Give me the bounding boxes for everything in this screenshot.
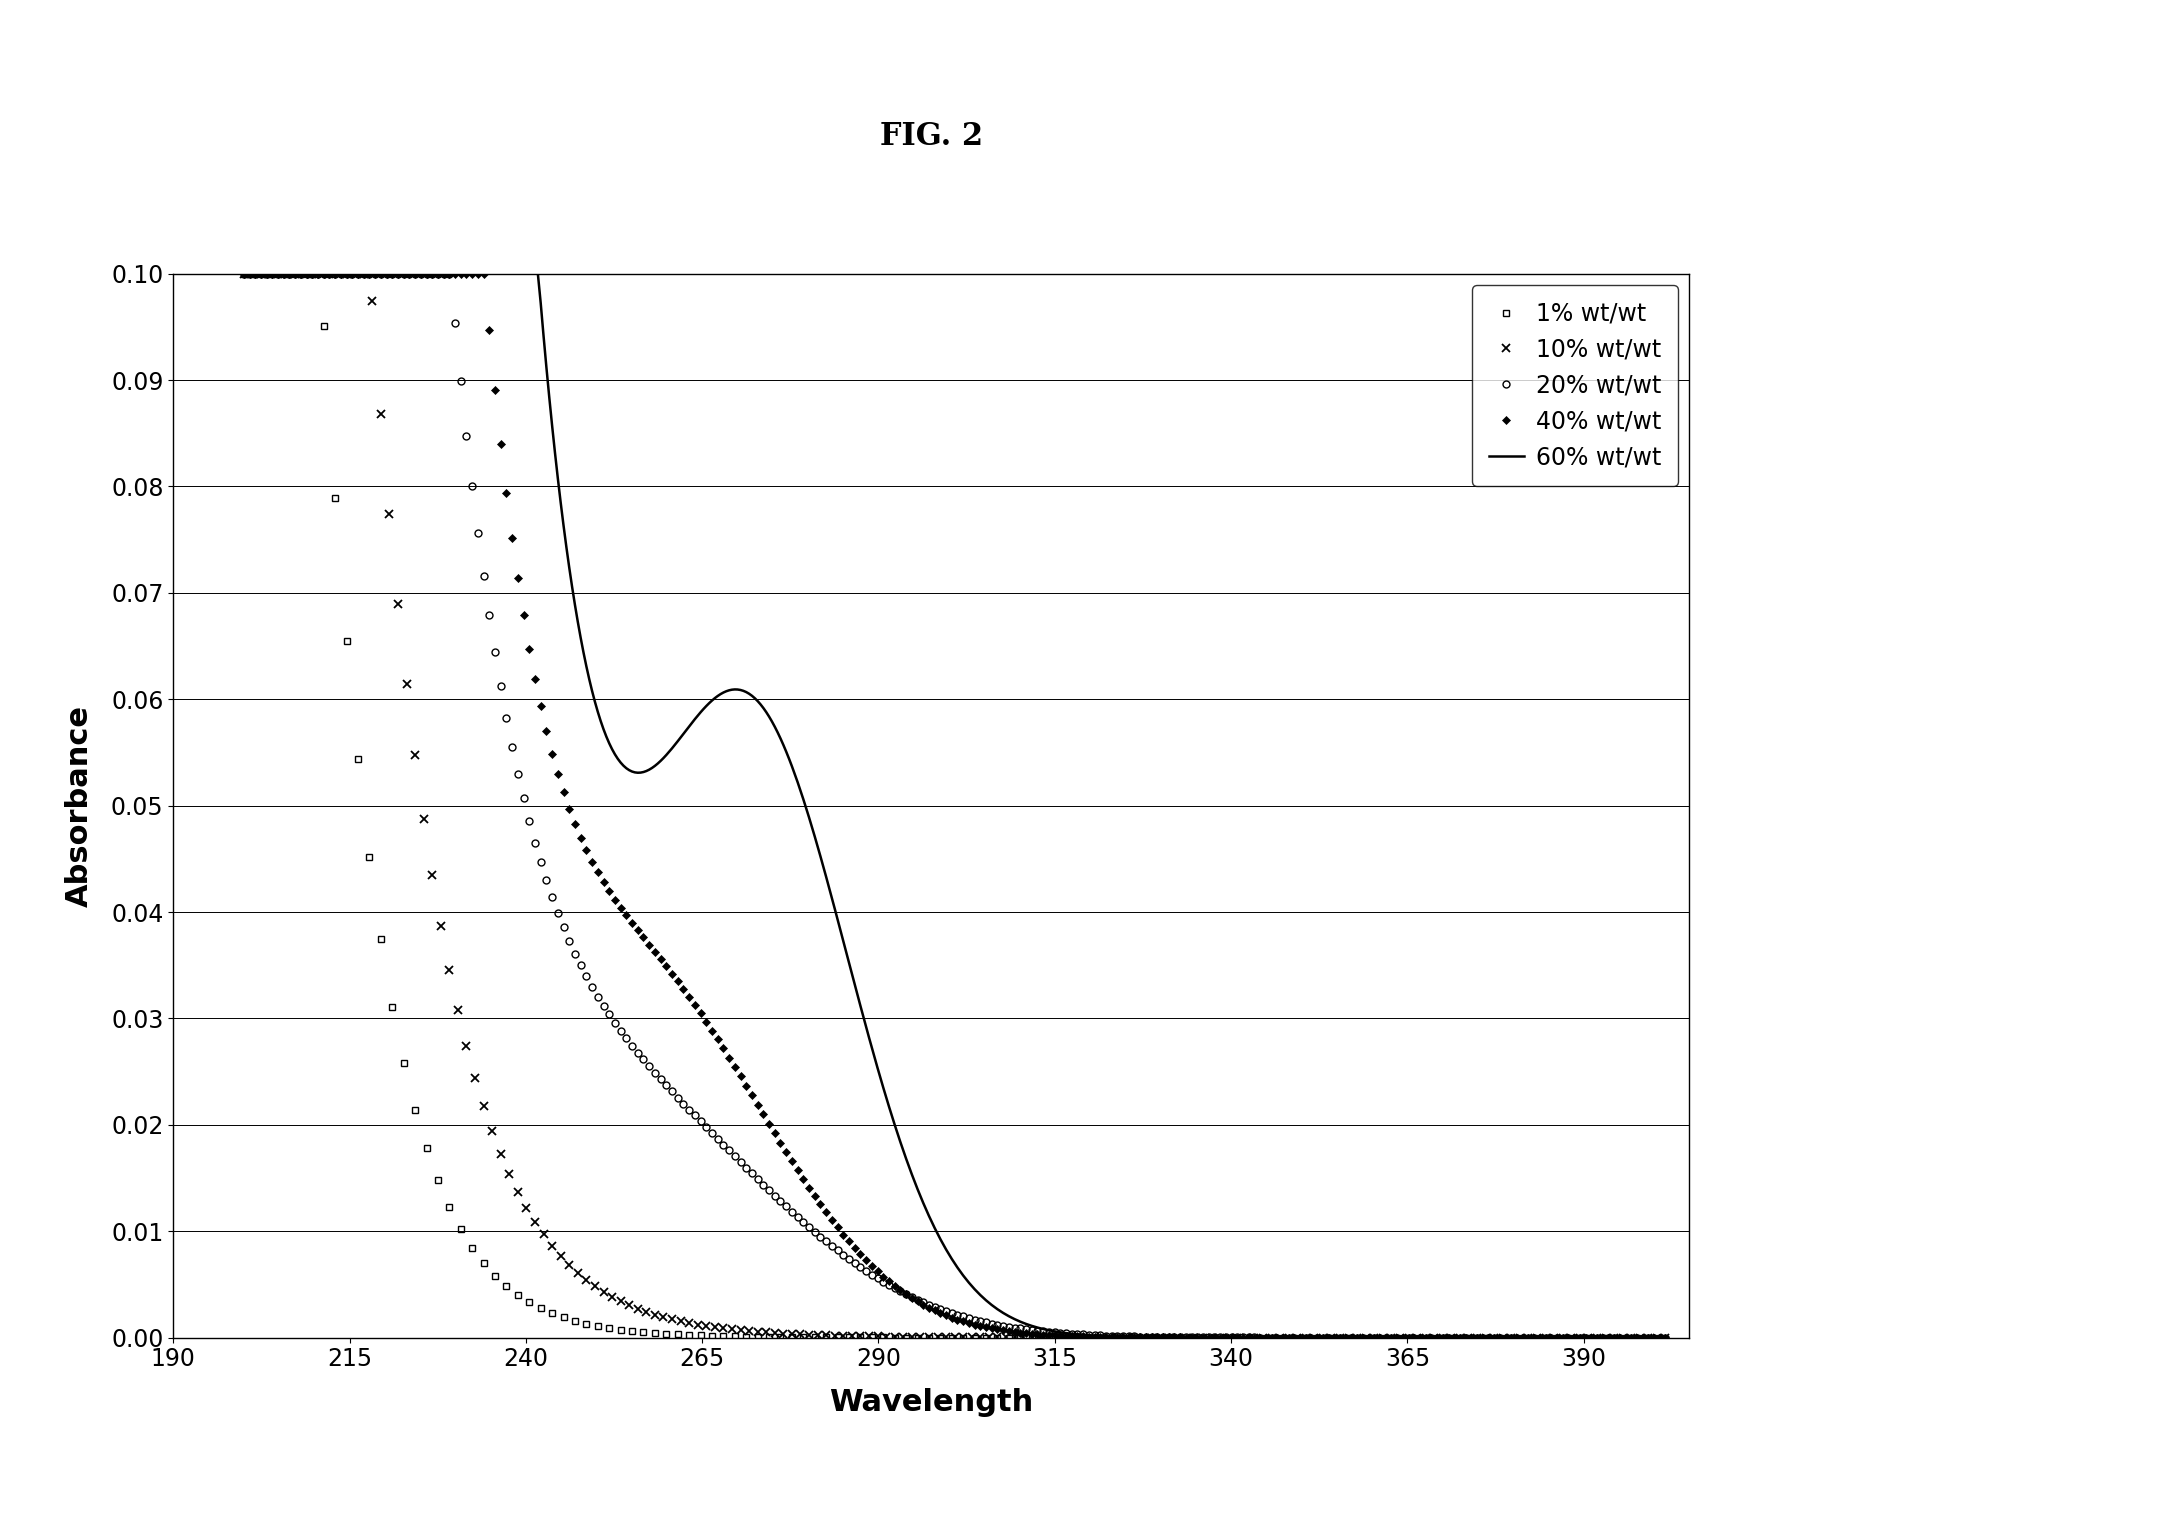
1% wt/wt: [232, 264, 258, 283]
20% wt/wt: [232, 264, 258, 283]
20% wt/wt: [1653, 1328, 1679, 1347]
20% wt/wt: [819, 1237, 845, 1256]
10% wt/wt: [427, 917, 453, 935]
60% wt/wt: [1001, 1310, 1027, 1328]
40% wt/wt: [1596, 1328, 1622, 1347]
1% wt/wt: [596, 1319, 622, 1338]
10% wt/wt: [942, 1328, 968, 1347]
60% wt/wt: [1620, 1328, 1646, 1347]
X-axis label: Wavelength: Wavelength: [830, 1388, 1033, 1417]
40% wt/wt: [1053, 1327, 1079, 1345]
60% wt/wt: [1079, 1327, 1105, 1345]
10% wt/wt: [232, 264, 258, 283]
20% wt/wt: [801, 1222, 827, 1240]
60% wt/wt: [916, 1207, 942, 1225]
40% wt/wt: [1213, 1328, 1239, 1347]
20% wt/wt: [1596, 1328, 1622, 1347]
20% wt/wt: [466, 523, 492, 541]
Line: 20% wt/wt: 20% wt/wt: [240, 271, 1670, 1341]
1% wt/wt: [561, 1312, 587, 1330]
1% wt/wt: [1453, 1328, 1479, 1347]
Text: FIG. 2: FIG. 2: [879, 122, 983, 152]
20% wt/wt: [1053, 1324, 1079, 1342]
Line: 10% wt/wt: 10% wt/wt: [240, 269, 1670, 1342]
Line: 60% wt/wt: 60% wt/wt: [245, 274, 1668, 1338]
40% wt/wt: [232, 264, 258, 283]
Line: 40% wt/wt: 40% wt/wt: [240, 271, 1668, 1341]
10% wt/wt: [960, 1328, 986, 1347]
60% wt/wt: [1399, 1328, 1425, 1347]
1% wt/wt: [1109, 1328, 1135, 1347]
60% wt/wt: [232, 264, 258, 283]
Legend: 1% wt/wt, 10% wt/wt, 20% wt/wt, 40% wt/wt, 60% wt/wt: 1% wt/wt, 10% wt/wt, 20% wt/wt, 40% wt/w…: [1473, 286, 1679, 486]
10% wt/wt: [420, 866, 446, 885]
Line: 1% wt/wt: 1% wt/wt: [240, 271, 1663, 1341]
Y-axis label: Absorbance: Absorbance: [65, 705, 95, 906]
10% wt/wt: [736, 1322, 762, 1341]
60% wt/wt: [908, 1187, 934, 1205]
20% wt/wt: [1213, 1328, 1239, 1347]
40% wt/wt: [1653, 1328, 1679, 1347]
60% wt/wt: [1655, 1328, 1681, 1347]
40% wt/wt: [466, 264, 492, 283]
1% wt/wt: [1555, 1328, 1581, 1347]
40% wt/wt: [801, 1187, 827, 1205]
1% wt/wt: [1646, 1328, 1672, 1347]
10% wt/wt: [1165, 1328, 1191, 1347]
40% wt/wt: [819, 1211, 845, 1230]
10% wt/wt: [1653, 1328, 1679, 1347]
1% wt/wt: [1419, 1328, 1445, 1347]
